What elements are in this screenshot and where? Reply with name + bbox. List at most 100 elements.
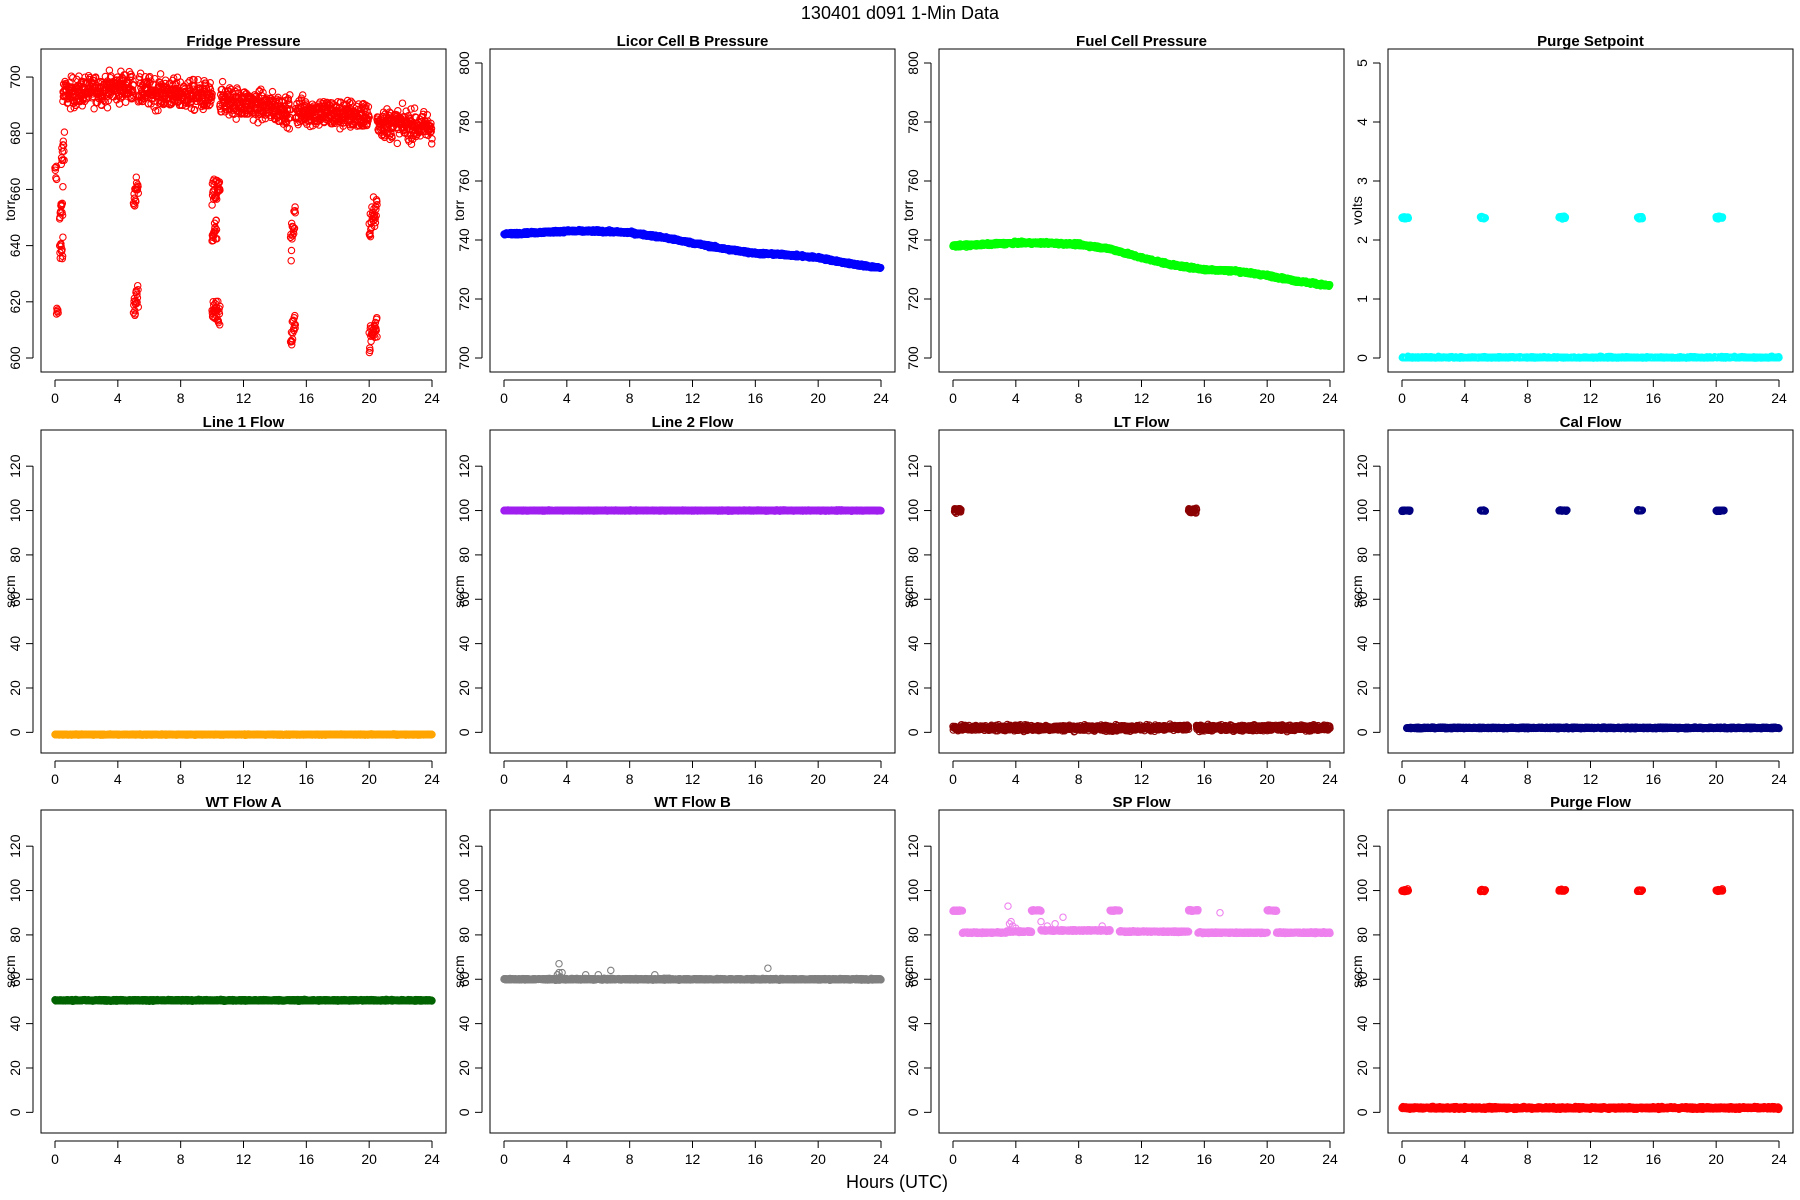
y-tick-label: 700 <box>905 346 921 370</box>
data-point <box>130 202 139 210</box>
x-tick-label: 8 <box>177 390 185 406</box>
data-point <box>347 97 355 106</box>
data-point <box>206 100 214 109</box>
data-point <box>133 293 142 302</box>
y-tick-label: 600 <box>7 346 23 370</box>
y-tick-label: 760 <box>905 169 921 193</box>
x-tick-label: 0 <box>51 390 59 406</box>
x-tick-label: 4 <box>1012 390 1020 406</box>
data-point <box>132 173 141 181</box>
x-tick-label: 20 <box>361 390 377 406</box>
y-axis-label: torr <box>451 200 467 221</box>
data-point <box>190 105 199 114</box>
panel-title: Purge Setpoint <box>1537 33 1644 50</box>
y-tick-label: 680 <box>7 121 23 145</box>
data-point <box>208 90 216 98</box>
data-point <box>268 87 277 96</box>
data-point <box>129 81 138 89</box>
y-tick-label: 780 <box>905 110 921 134</box>
data-point <box>371 215 379 223</box>
data-point <box>54 309 62 317</box>
data-point <box>60 156 68 164</box>
x-tick-label: 24 <box>424 390 440 406</box>
y-tick-label: 720 <box>456 287 472 311</box>
data-point <box>90 104 98 113</box>
data-points <box>949 237 1334 290</box>
data-point <box>251 93 259 101</box>
x-tick-label: 20 <box>1259 390 1275 406</box>
data-point <box>60 128 69 136</box>
data-point <box>261 114 270 123</box>
y-tick-label: 780 <box>456 110 472 134</box>
data-point <box>216 186 224 194</box>
data-point <box>128 72 136 81</box>
plot-frame <box>938 48 1345 373</box>
data-point <box>134 303 143 311</box>
data-point <box>372 211 380 220</box>
data-point <box>371 218 380 227</box>
data-point <box>259 88 267 97</box>
data-point <box>284 95 293 103</box>
data-point <box>58 252 67 260</box>
y-tick-label: 660 <box>7 178 23 202</box>
panel-title: Fuel Cell Pressure <box>1076 33 1207 50</box>
data-point <box>57 242 65 250</box>
data-point <box>121 98 130 106</box>
y-tick-label: 740 <box>456 228 472 252</box>
y-tick-label: 620 <box>7 290 23 314</box>
x-tick-label: 12 <box>236 390 252 406</box>
data-point <box>208 93 216 102</box>
data-point <box>213 234 221 243</box>
data-point <box>364 116 372 125</box>
data-point <box>60 147 68 155</box>
data-point <box>225 84 234 92</box>
x-tick-label: 0 <box>500 390 508 406</box>
data-point <box>289 229 298 238</box>
data-point <box>212 216 220 225</box>
data-points <box>1398 212 1783 362</box>
data-point <box>216 302 224 311</box>
data-point <box>291 320 300 329</box>
data-point <box>214 297 222 306</box>
data-point <box>134 189 143 197</box>
data-point <box>66 104 75 113</box>
data-point <box>146 72 154 81</box>
data-point <box>232 115 240 123</box>
y-tick-label: 700 <box>7 65 23 89</box>
data-point <box>291 208 300 217</box>
x-tick-label: 8 <box>626 390 634 406</box>
data-point <box>133 298 141 306</box>
data-point <box>287 340 296 349</box>
data-point <box>233 86 242 94</box>
data-point <box>51 166 60 174</box>
y-axis-label: torr <box>2 200 18 221</box>
data-point <box>287 246 296 255</box>
data-point <box>211 227 220 235</box>
x-axis: 0 4 8 12 16 20 24 <box>949 379 1338 406</box>
data-point <box>136 69 145 78</box>
y-axis-label: torr <box>900 200 916 221</box>
data-point <box>205 101 213 110</box>
data-point <box>132 197 140 206</box>
data-point <box>58 211 67 219</box>
plot-frame <box>489 48 896 373</box>
x-tick-label: 4 <box>114 390 122 406</box>
data-point <box>131 310 139 318</box>
data-point <box>287 336 295 345</box>
data-point <box>221 105 230 114</box>
data-point <box>373 313 381 322</box>
data-point <box>133 281 142 290</box>
y-tick-label: 800 <box>456 51 472 75</box>
data-point <box>54 306 62 314</box>
data-point <box>291 324 299 332</box>
data-points <box>51 66 436 357</box>
data-point <box>58 199 67 208</box>
panel-title: Fridge Pressure <box>186 33 300 50</box>
data-point <box>212 225 221 234</box>
y-tick-label: 740 <box>905 228 921 252</box>
data-point <box>373 333 381 341</box>
